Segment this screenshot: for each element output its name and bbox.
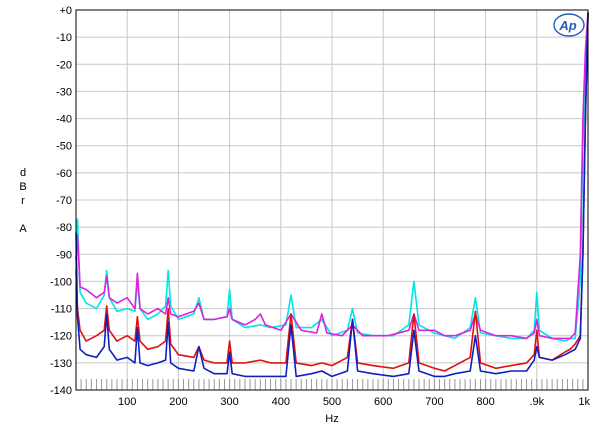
- x-tick-label-4: 500: [323, 396, 341, 408]
- y-axis-label-char-2: r: [21, 195, 25, 207]
- grid: [76, 9, 589, 391]
- y-tick-label-4: -40: [56, 114, 72, 126]
- x-tick-label-1: 200: [169, 396, 187, 408]
- y-tick-label-6: -60: [56, 168, 72, 180]
- x-tick-label-9: 1k: [578, 396, 590, 408]
- y-tick-label-1: -10: [56, 32, 72, 44]
- series-line-1: [75, 12, 589, 340]
- y-tick-labels: +0 -10 -20 -30 -40 -50 -60 -70 -80 -90 -100 -110 -12…: [50, 5, 72, 397]
- y-tick-label-5: -50: [56, 141, 72, 153]
- y-tick-label-10: -100: [50, 276, 72, 288]
- y-tick-label-9: -90: [56, 249, 72, 261]
- ap-logo-ring: [553, 13, 585, 37]
- x-axis-label: Hz: [325, 413, 338, 425]
- y-tick-label-0: +0: [59, 5, 72, 17]
- series-line-2: [75, 12, 589, 372]
- y-tick-label-8: -80: [56, 222, 72, 234]
- x-tick-label-0: 100: [118, 396, 136, 408]
- series-layer: [75, 12, 589, 378]
- y-tick-label-13: -130: [50, 358, 72, 370]
- series-line-3: [75, 12, 589, 378]
- y-axis-label: dBr A: [19, 167, 27, 235]
- y-tick-label-14: -140: [50, 385, 72, 397]
- y-tick-label-2: -20: [56, 59, 72, 71]
- x-tick-label-7: 800: [476, 396, 494, 408]
- x-tick-label-3: 400: [272, 396, 290, 408]
- x-tick-label-6: 700: [425, 396, 443, 408]
- x-tick-label-2: 300: [220, 396, 238, 408]
- y-tick-label-11: -110: [51, 304, 72, 316]
- y-tick-label-12: -120: [50, 331, 72, 343]
- ap-logo: Ap: [553, 13, 585, 37]
- y-axis-label-char-0: d: [20, 167, 26, 179]
- x-tick-labels: 100 200 300 400 500 600 700 800 .9k 1k: [118, 396, 590, 408]
- x-tick-label-8: .9k: [529, 396, 544, 408]
- y-tick-label-7: -70: [56, 195, 72, 207]
- y-axis-label-char-4: A: [19, 223, 27, 235]
- ap-logo-text: Ap: [558, 18, 576, 33]
- plot-frame: [75, 9, 589, 391]
- y-axis-label-char-1: B: [19, 181, 26, 193]
- minor-ticks: [80, 379, 584, 390]
- x-tick-label-5: 600: [374, 396, 392, 408]
- y-tick-label-3: -30: [56, 86, 72, 98]
